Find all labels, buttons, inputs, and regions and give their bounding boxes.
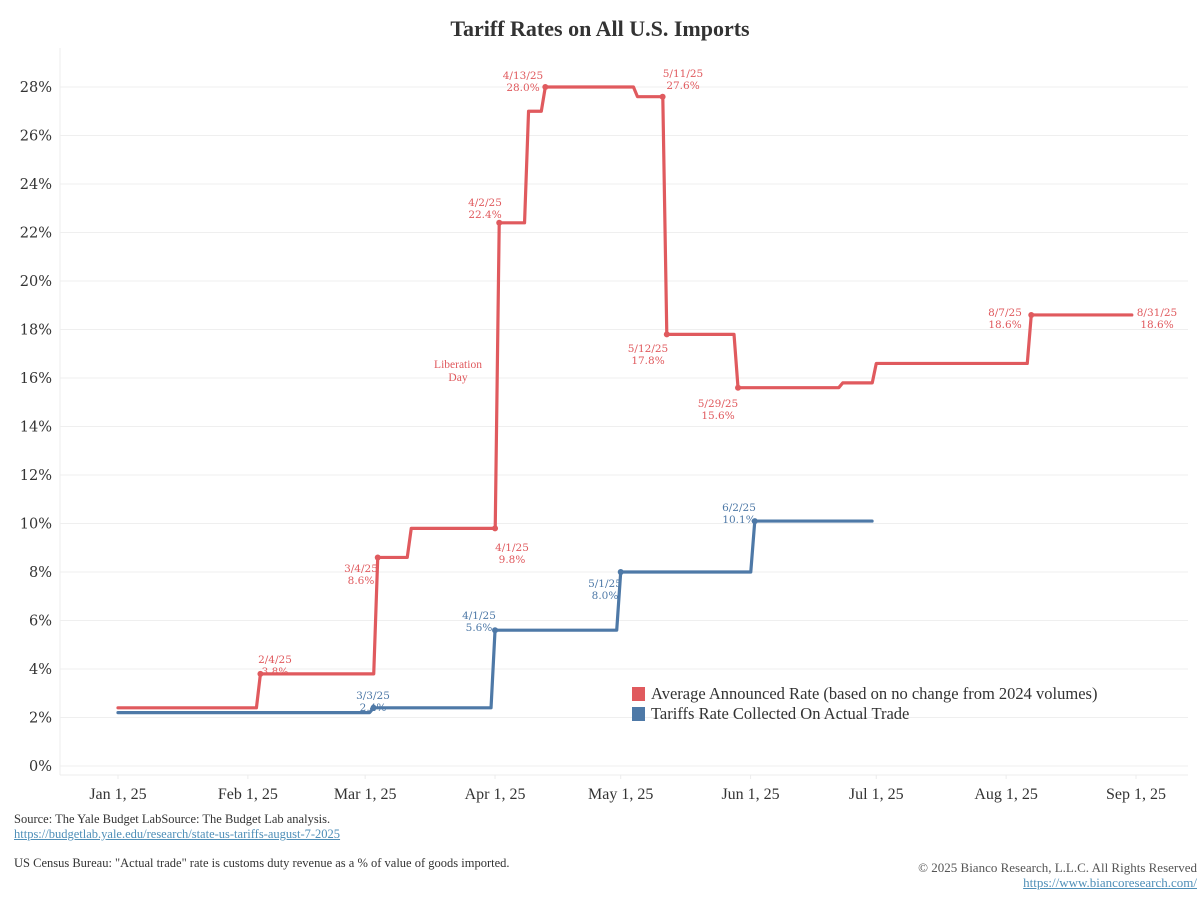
source-text: Source: The Yale Budget LabSource: The B…: [14, 812, 331, 826]
y-tick-label: 2%: [29, 711, 52, 727]
collected-data-label-value: 10.1%: [722, 514, 755, 526]
announced-data-label-value: 8.6%: [348, 575, 375, 587]
y-tick-label: 24%: [20, 177, 52, 193]
liberation-day-note-line2: Day: [448, 372, 467, 384]
census-note: US Census Bureau: "Actual trade" rate is…: [14, 856, 510, 870]
announced-data-label-date: 8/7/25: [988, 307, 1022, 319]
announced-data-label-value: 22.4%: [468, 209, 501, 221]
announced-point-marker: [496, 219, 503, 226]
announced-data-label-date: 5/12/25: [628, 343, 668, 355]
announced-data-label-value: 27.6%: [666, 80, 699, 92]
x-tick-label: Jan 1, 25: [89, 786, 146, 803]
x-tick-label: Jun 1, 25: [721, 786, 779, 803]
y-tick-label: 22%: [20, 226, 52, 242]
y-tick-label: 20%: [20, 274, 52, 290]
x-tick-label: May 1, 25: [588, 786, 653, 803]
announced-data-label: 2/4/253.8%: [258, 654, 292, 678]
announced-data-label-value: 18.6%: [988, 319, 1021, 331]
y-tick-label: 26%: [20, 129, 52, 145]
announced-data-label-value: 28.0%: [506, 82, 539, 94]
x-tick-label: Feb 1, 25: [218, 786, 278, 803]
collected-data-label-date: 5/1/25: [588, 578, 622, 590]
collected-data-label: 5/1/258.0%: [588, 578, 622, 602]
collected-data-label: 3/3/252.4%: [356, 690, 390, 714]
copyright-text: © 2025 Bianco Research, L.L.C. All Right…: [918, 860, 1197, 875]
announced-data-label-date: 4/2/25: [468, 197, 502, 209]
x-tick-label: Mar 1, 25: [334, 786, 397, 803]
announced-rate-line: [116, 85, 1134, 710]
announced-data-label-value: 15.6%: [701, 410, 734, 422]
collected-point-marker: [751, 518, 758, 525]
liberation-day-note-line1: Liberation: [434, 359, 482, 371]
chart-title: Tariff Rates on All U.S. Imports: [450, 16, 750, 41]
collected-data-label: 4/1/255.6%: [462, 610, 496, 634]
announced-point-marker: [1028, 311, 1035, 318]
copyright-block: © 2025 Bianco Research, L.L.C. All Right…: [918, 860, 1197, 890]
announced-data-label-date: 2/4/25: [258, 654, 292, 666]
legend-swatch-collected: [632, 707, 645, 721]
y-tick-label: 18%: [20, 323, 52, 339]
website-link[interactable]: https://www.biancoresearch.com/: [1023, 875, 1197, 890]
collected-point-marker: [370, 704, 377, 711]
collected-point-marker: [617, 569, 624, 575]
announced-data-label-value: 9.8%: [499, 554, 526, 566]
announced-point-marker: [374, 554, 381, 561]
y-tick-label: 28%: [20, 80, 52, 96]
y-tick-label: 0%: [29, 759, 52, 775]
collected-data-label-date: 3/3/25: [356, 690, 390, 702]
announced-data-label: 3/4/258.6%: [344, 563, 378, 587]
announced-point-marker: [735, 384, 742, 391]
legend-label-collected: Tariffs Rate Collected On Actual Trade: [651, 704, 910, 723]
announced-data-label-date: 8/31/25: [1137, 307, 1177, 319]
y-tick-label: 14%: [20, 420, 52, 436]
announced-data-label-date: 4/1/25: [495, 542, 529, 554]
y-tick-label: 10%: [20, 517, 52, 533]
collected-data-label-date: 6/2/25: [722, 502, 756, 514]
announced-data-label-value: 3.8%: [262, 666, 289, 678]
x-tick-label: Jul 1, 25: [849, 786, 904, 803]
legend-swatch-announced: [632, 687, 645, 701]
x-tick-label: Aug 1, 25: [974, 786, 1038, 803]
announced-point-marker: [492, 525, 499, 532]
announced-data-label-value: 18.6%: [1140, 319, 1173, 331]
legend-item-collected[interactable]: Tariffs Rate Collected On Actual Trade: [632, 704, 1097, 724]
y-tick-label: 4%: [29, 662, 52, 678]
announced-data-label-date: 5/29/25: [698, 398, 738, 410]
collected-data-label-value: 2.4%: [360, 702, 387, 714]
announced-data-label: 4/1/259.8%: [495, 542, 529, 566]
collected-point-marker: [492, 627, 499, 634]
collected-data-label-value: 8.0%: [592, 590, 619, 602]
legend-label-announced: Average Announced Rate (based on no chan…: [651, 684, 1098, 703]
collected-data-label-date: 4/1/25: [462, 610, 496, 622]
collected-data-label-value: 5.6%: [466, 622, 493, 634]
source-link[interactable]: https://budgetlab.yale.edu/research/stat…: [14, 827, 341, 841]
announced-data-label-date: 4/13/25: [503, 70, 543, 82]
legend: Average Announced Rate (based on no chan…: [632, 684, 1097, 724]
y-tick-label: 6%: [29, 614, 52, 630]
announced-point-marker: [542, 84, 549, 90]
announced-data-label-value: 17.8%: [631, 355, 664, 367]
legend-item-announced[interactable]: Average Announced Rate (based on no chan…: [632, 684, 1097, 704]
y-tick-label: 8%: [29, 565, 52, 581]
announced-data-label-date: 3/4/25: [344, 563, 378, 575]
y-tick-label: 12%: [20, 468, 52, 484]
y-tick-label: 16%: [20, 371, 52, 387]
announced-point-marker: [659, 93, 666, 100]
announced-point-marker: [663, 331, 670, 338]
x-tick-label: Sep 1, 25: [1106, 786, 1166, 803]
x-tick-label: Apr 1, 25: [465, 786, 526, 803]
source-note: Source: The Yale Budget LabSource: The B…: [14, 812, 340, 842]
announced-point-marker: [257, 670, 264, 677]
announced-data-label-date: 5/11/25: [663, 68, 703, 80]
